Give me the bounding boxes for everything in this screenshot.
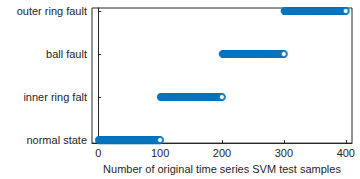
svg-text:normal state: normal state (26, 134, 87, 146)
svg-text:Number of original time series: Number of original time series SVM test … (103, 163, 341, 175)
svg-text:200: 200 (213, 147, 231, 159)
svg-text:outer ring fault: outer ring fault (17, 5, 87, 17)
svg-text:400: 400 (337, 147, 355, 159)
svg-text:300: 300 (275, 147, 293, 159)
svg-text:0: 0 (95, 147, 101, 159)
svg-text:100: 100 (151, 147, 169, 159)
svg-text:ball fault: ball fault (46, 48, 87, 60)
svg-text:inner ring falt: inner ring falt (23, 91, 87, 103)
